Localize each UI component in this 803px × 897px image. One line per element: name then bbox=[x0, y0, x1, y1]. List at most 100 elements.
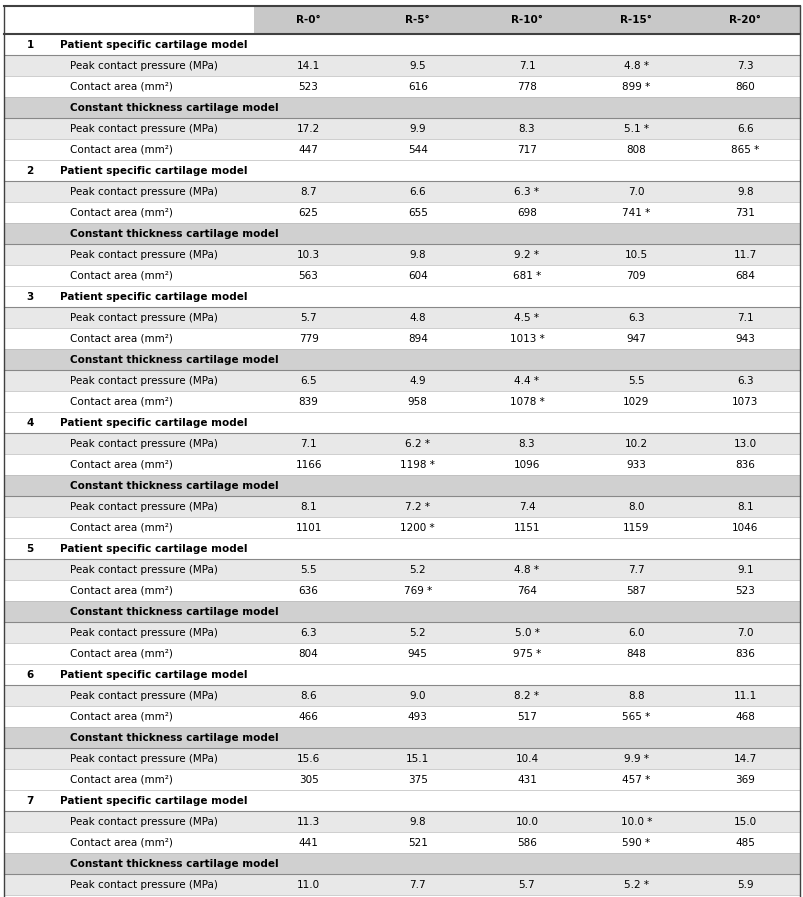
Text: 8.2 *: 8.2 * bbox=[514, 691, 539, 701]
Bar bbox=[4, 685, 799, 706]
Text: Peak contact pressure (MPa): Peak contact pressure (MPa) bbox=[70, 187, 218, 196]
Bar bbox=[4, 307, 799, 328]
Text: 836: 836 bbox=[735, 649, 754, 658]
Text: 6: 6 bbox=[26, 669, 34, 680]
Text: 698: 698 bbox=[516, 207, 536, 217]
Text: 10.3: 10.3 bbox=[296, 249, 320, 259]
Text: 14.7: 14.7 bbox=[733, 753, 756, 763]
Text: 6.0: 6.0 bbox=[627, 628, 644, 638]
Bar bbox=[4, 412, 799, 433]
Text: 9.8: 9.8 bbox=[409, 816, 426, 826]
Text: Peak contact pressure (MPa): Peak contact pressure (MPa) bbox=[70, 501, 218, 511]
Text: 7: 7 bbox=[26, 796, 34, 806]
Text: 4.4 *: 4.4 * bbox=[514, 376, 539, 386]
Text: 7.4: 7.4 bbox=[518, 501, 535, 511]
Text: 8.1: 8.1 bbox=[300, 501, 316, 511]
Text: 9.2 *: 9.2 * bbox=[514, 249, 539, 259]
Bar bbox=[4, 433, 799, 454]
Text: 933: 933 bbox=[626, 459, 646, 469]
Text: 431: 431 bbox=[516, 774, 536, 785]
Text: Peak contact pressure (MPa): Peak contact pressure (MPa) bbox=[70, 376, 218, 386]
Text: 590 *: 590 * bbox=[622, 838, 650, 848]
Text: 9.8: 9.8 bbox=[409, 249, 426, 259]
Bar bbox=[472, 6, 581, 34]
Text: 5.2: 5.2 bbox=[409, 564, 426, 574]
Text: 3: 3 bbox=[26, 292, 34, 301]
Bar bbox=[4, 475, 799, 496]
Text: 6.6: 6.6 bbox=[409, 187, 426, 196]
Bar bbox=[4, 496, 799, 517]
Text: Contact area (mm²): Contact area (mm²) bbox=[70, 207, 173, 217]
Text: 369: 369 bbox=[735, 774, 754, 785]
Text: Patient specific cartilage model: Patient specific cartilage model bbox=[60, 292, 247, 301]
Text: 11.0: 11.0 bbox=[296, 879, 320, 890]
Text: Peak contact pressure (MPa): Peak contact pressure (MPa) bbox=[70, 312, 218, 323]
Text: 517: 517 bbox=[516, 711, 536, 721]
Bar bbox=[4, 769, 799, 790]
Text: 1029: 1029 bbox=[622, 396, 649, 406]
Text: 5: 5 bbox=[26, 544, 34, 553]
Text: 804: 804 bbox=[299, 649, 318, 658]
Text: 10.2: 10.2 bbox=[624, 439, 647, 448]
Text: R-15°: R-15° bbox=[619, 15, 651, 25]
Text: Contact area (mm²): Contact area (mm²) bbox=[70, 459, 173, 469]
Bar bbox=[4, 517, 799, 538]
Text: 8.3: 8.3 bbox=[518, 124, 535, 134]
Text: 15.6: 15.6 bbox=[296, 753, 320, 763]
Text: 4.8 *: 4.8 * bbox=[514, 564, 539, 574]
Bar bbox=[363, 6, 472, 34]
Text: 779: 779 bbox=[298, 334, 318, 344]
Text: 1096: 1096 bbox=[513, 459, 540, 469]
Text: Contact area (mm²): Contact area (mm²) bbox=[70, 711, 173, 721]
Text: Contact area (mm²): Contact area (mm²) bbox=[70, 586, 173, 596]
Bar bbox=[4, 370, 799, 391]
Text: Contact area (mm²): Contact area (mm²) bbox=[70, 144, 173, 154]
Text: Constant thickness cartilage model: Constant thickness cartilage model bbox=[70, 102, 279, 112]
Bar bbox=[4, 538, 799, 559]
Text: R-20°: R-20° bbox=[728, 15, 760, 25]
Text: 8.6: 8.6 bbox=[300, 691, 316, 701]
Text: 15.1: 15.1 bbox=[406, 753, 429, 763]
Text: 305: 305 bbox=[299, 774, 318, 785]
Bar bbox=[4, 622, 799, 643]
Text: Peak contact pressure (MPa): Peak contact pressure (MPa) bbox=[70, 691, 218, 701]
Text: 7.2 *: 7.2 * bbox=[405, 501, 430, 511]
Text: 14.1: 14.1 bbox=[296, 60, 320, 71]
Text: Patient specific cartilage model: Patient specific cartilage model bbox=[60, 544, 247, 553]
Text: Peak contact pressure (MPa): Peak contact pressure (MPa) bbox=[70, 753, 218, 763]
Text: 947: 947 bbox=[626, 334, 646, 344]
Text: 11.7: 11.7 bbox=[733, 249, 756, 259]
Bar bbox=[581, 6, 690, 34]
Text: 7.1: 7.1 bbox=[518, 60, 535, 71]
Text: 4: 4 bbox=[26, 417, 34, 428]
Text: 13.0: 13.0 bbox=[733, 439, 756, 448]
Text: 1046: 1046 bbox=[732, 522, 758, 533]
Text: 7.7: 7.7 bbox=[627, 564, 644, 574]
Text: 1166: 1166 bbox=[295, 459, 321, 469]
Text: 1078 *: 1078 * bbox=[509, 396, 544, 406]
Text: 5.2 *: 5.2 * bbox=[623, 879, 648, 890]
Text: 523: 523 bbox=[298, 82, 318, 91]
Bar bbox=[4, 832, 799, 853]
Text: Peak contact pressure (MPa): Peak contact pressure (MPa) bbox=[70, 816, 218, 826]
Text: 860: 860 bbox=[735, 82, 754, 91]
Text: 4.9: 4.9 bbox=[409, 376, 426, 386]
Text: 975 *: 975 * bbox=[512, 649, 540, 658]
Bar bbox=[4, 706, 799, 727]
Bar bbox=[4, 244, 799, 265]
Text: 15.0: 15.0 bbox=[733, 816, 756, 826]
Text: 709: 709 bbox=[626, 271, 646, 281]
Text: 5.0 *: 5.0 * bbox=[514, 628, 539, 638]
Text: 586: 586 bbox=[516, 838, 536, 848]
Bar bbox=[4, 139, 799, 160]
Text: 5.9: 5.9 bbox=[736, 879, 752, 890]
Bar bbox=[4, 97, 799, 118]
Text: 457 *: 457 * bbox=[622, 774, 650, 785]
Text: Peak contact pressure (MPa): Peak contact pressure (MPa) bbox=[70, 439, 218, 448]
Text: 9.1: 9.1 bbox=[736, 564, 752, 574]
Bar bbox=[4, 181, 799, 202]
Text: 6.6: 6.6 bbox=[736, 124, 752, 134]
Text: 943: 943 bbox=[735, 334, 754, 344]
Text: 11.1: 11.1 bbox=[733, 691, 756, 701]
Text: 565 *: 565 * bbox=[622, 711, 650, 721]
